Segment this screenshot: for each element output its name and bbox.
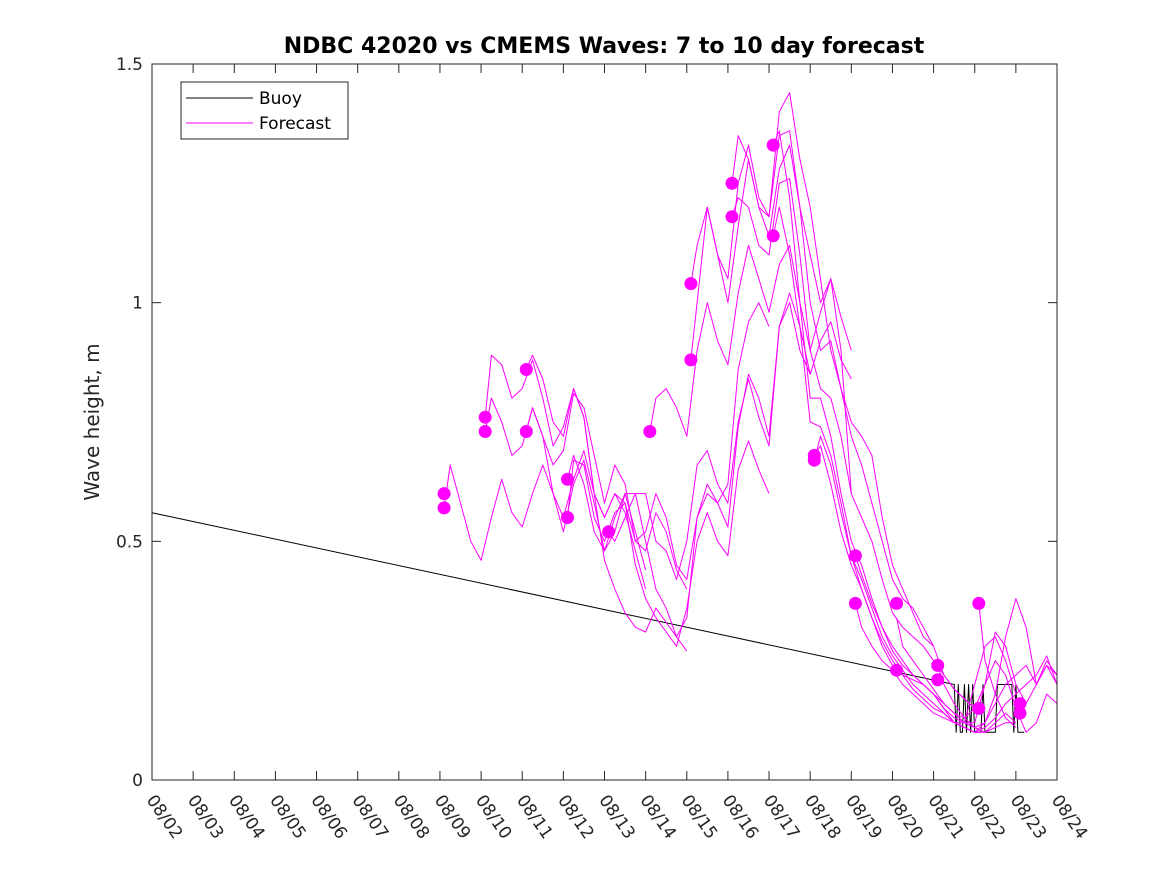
legend-label-forecast: Forecast: [259, 114, 331, 134]
forecast-marker: [1013, 706, 1027, 720]
plot-area: [152, 64, 1057, 780]
forecast-marker: [519, 363, 533, 376]
legend: Buoy Forecast: [180, 81, 349, 140]
forecast-marker: [478, 425, 492, 438]
forecast-line: [937, 660, 1058, 733]
forecast-marker: [725, 210, 739, 224]
y-tick-labels: 0 0.5 1 1.5: [116, 55, 143, 791]
forecast-line: [567, 440, 770, 647]
forecast-marker: [684, 353, 698, 367]
forecast-marker: [1013, 697, 1027, 711]
forecast-marker: [561, 511, 574, 524]
y-tick-label: 0.5: [116, 532, 143, 552]
forecast-marker: [848, 549, 862, 563]
forecast-line: [608, 292, 852, 580]
forecast-marker: [437, 487, 451, 501]
forecast-marker: [519, 425, 533, 438]
forecast-marker: [478, 410, 492, 424]
forecast-markers: [437, 138, 1027, 720]
forecast-marker: [890, 663, 904, 677]
y-tick-label: 1.5: [116, 55, 143, 75]
forecast-marker: [766, 229, 780, 243]
series-lines: [151, 92, 1058, 733]
forecast-line: [484, 397, 688, 652]
forecast-marker: [931, 673, 945, 687]
legend-box: [180, 81, 349, 140]
forecast-marker: [725, 176, 739, 190]
forecast-line: [896, 617, 1058, 724]
forecast-marker: [848, 596, 862, 610]
y-axis-label: Wave height, m: [80, 343, 104, 500]
forecast-line: [731, 130, 976, 709]
forecast-line: [567, 302, 811, 638]
forecast-marker: [766, 138, 780, 152]
forecast-marker: [643, 425, 657, 438]
forecast-line: [525, 302, 770, 580]
forecast-line: [484, 354, 647, 590]
forecast-marker: [890, 596, 904, 610]
legend-label-buoy: Buoy: [259, 89, 302, 109]
forecast-marker: [972, 596, 986, 610]
y-tick-label: 0: [132, 771, 143, 791]
forecast-line: [690, 92, 934, 647]
forecast-marker: [972, 701, 986, 715]
forecast-marker: [437, 501, 451, 515]
y-tick-label: 1: [132, 294, 143, 314]
chart-title: NDBC 42020 vs CMEMS Waves: 7 to 10 day f…: [284, 34, 925, 59]
forecast-line: [978, 603, 1017, 728]
forecast-marker: [807, 453, 821, 467]
buoy-line: [151, 512, 1025, 733]
forecast-line: [525, 392, 688, 590]
forecast-line: [854, 555, 1058, 728]
forecast-line: [649, 244, 852, 437]
forecast-marker: [931, 658, 945, 672]
forecast-marker: [561, 472, 574, 486]
forecast-marker: [602, 525, 616, 539]
axes-box: [151, 63, 1058, 781]
forecast-line: [854, 603, 1017, 724]
forecast-marker: [684, 277, 698, 291]
